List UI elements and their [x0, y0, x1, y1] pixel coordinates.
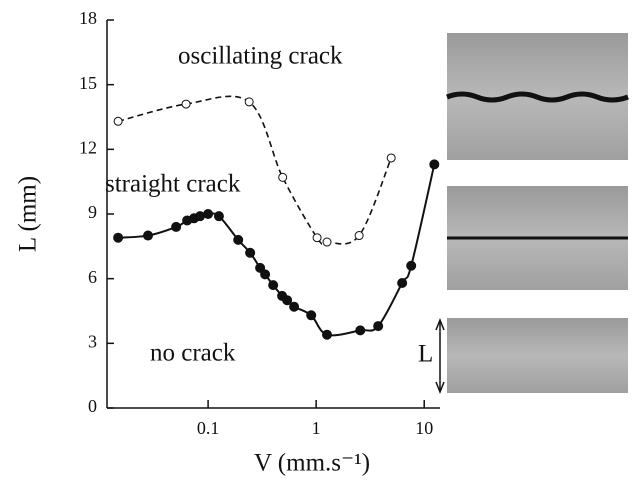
point: [321, 329, 332, 340]
point: [386, 153, 396, 163]
point: [406, 260, 417, 271]
point: [113, 232, 124, 243]
x-tick-label: 0.1: [197, 418, 220, 438]
point: [429, 159, 440, 170]
point: [233, 234, 244, 245]
annotation: oscillating crack: [178, 43, 343, 70]
point: [312, 233, 322, 243]
y-tick-label: 3: [88, 331, 97, 351]
point: [322, 237, 332, 247]
annotation: straight crack: [105, 171, 241, 198]
y-tick-label: 15: [79, 73, 97, 93]
point: [113, 116, 123, 126]
annotation: L: [418, 341, 433, 368]
y-axis-label: L (mm): [15, 176, 42, 252]
x-tick-label: 1: [312, 418, 321, 438]
point: [278, 172, 288, 182]
y-tick-label: 6: [88, 267, 97, 287]
photo-none: [447, 318, 628, 393]
point: [260, 269, 271, 280]
x-axis-label: V (mm.s⁻¹): [254, 450, 370, 477]
point: [171, 221, 182, 232]
point: [244, 97, 254, 107]
point: [143, 230, 154, 241]
point: [213, 211, 224, 222]
point: [203, 209, 214, 219]
y-tick-label: 12: [79, 137, 97, 157]
y-tick-label: 9: [88, 202, 97, 222]
point: [282, 295, 293, 306]
photos: [435, 33, 629, 395]
point: [373, 321, 384, 332]
annotation: no crack: [150, 340, 236, 367]
point: [255, 262, 266, 273]
crack-wavy: [446, 91, 629, 103]
x-tick-label: 10: [415, 418, 433, 438]
point: [306, 310, 317, 321]
point: [354, 231, 364, 241]
y-tick-label: 0: [88, 396, 97, 416]
point: [181, 99, 191, 109]
point: [245, 247, 256, 258]
y-tick-label: 18: [79, 8, 97, 28]
point: [355, 325, 366, 336]
point: [268, 280, 279, 291]
point: [397, 277, 408, 288]
arrow-heads: [435, 317, 445, 395]
point: [289, 301, 300, 312]
